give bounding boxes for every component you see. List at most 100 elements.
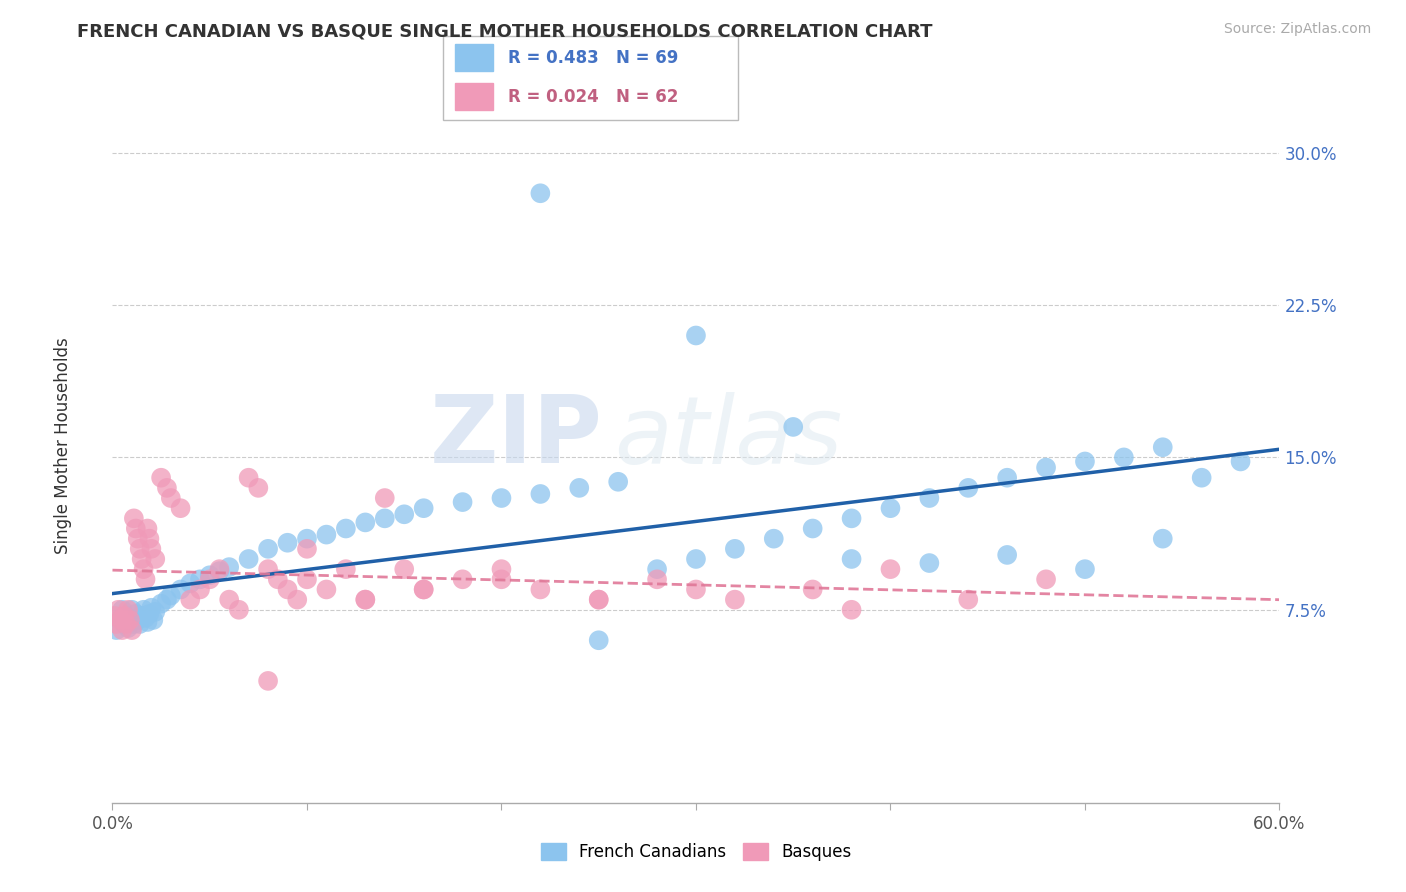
Point: [169, 582, 191, 597]
Point: [724, 541, 747, 556]
Point: [156, 481, 179, 495]
Point: [841, 511, 863, 525]
Point: [276, 535, 298, 549]
Point: [879, 562, 901, 576]
Point: [295, 572, 318, 586]
Point: [179, 592, 201, 607]
Point: [645, 562, 668, 576]
Point: [335, 521, 357, 535]
Text: FRENCH CANADIAN VS BASQUE SINGLE MOTHER HOUSEHOLDS CORRELATION CHART: FRENCH CANADIAN VS BASQUE SINGLE MOTHER …: [77, 22, 932, 40]
Point: [115, 617, 138, 632]
Point: [110, 613, 132, 627]
Point: [267, 572, 290, 586]
Text: Source: ZipAtlas.com: Source: ZipAtlas.com: [1223, 22, 1371, 37]
Point: [218, 592, 240, 607]
Point: [135, 572, 157, 586]
Point: [841, 552, 863, 566]
Point: [110, 613, 132, 627]
Point: [412, 582, 434, 597]
Text: R = 0.483   N = 69: R = 0.483 N = 69: [508, 49, 678, 67]
Point: [529, 186, 551, 201]
Point: [141, 600, 163, 615]
Point: [112, 617, 135, 632]
Point: [529, 582, 551, 597]
Point: [801, 521, 824, 535]
Point: [136, 615, 159, 629]
Point: [131, 552, 153, 566]
Point: [142, 613, 165, 627]
Point: [1035, 460, 1057, 475]
Point: [135, 611, 157, 625]
Point: [121, 603, 143, 617]
Point: [724, 592, 747, 607]
Point: [295, 532, 318, 546]
Point: [762, 532, 785, 546]
Point: [918, 556, 941, 570]
Point: [588, 592, 610, 607]
Point: [1074, 454, 1097, 468]
Point: [1112, 450, 1135, 465]
Point: [118, 613, 141, 627]
Point: [247, 481, 270, 495]
Point: [127, 532, 149, 546]
Point: [491, 572, 513, 586]
Point: [115, 608, 138, 623]
Point: [128, 541, 150, 556]
Text: atlas: atlas: [614, 392, 842, 483]
Point: [143, 552, 166, 566]
Point: [588, 592, 610, 607]
Point: [198, 572, 221, 586]
Point: [121, 623, 143, 637]
Point: [354, 516, 377, 530]
Point: [107, 603, 129, 617]
Point: [801, 582, 824, 597]
Point: [276, 582, 298, 597]
Point: [138, 532, 160, 546]
Point: [394, 508, 416, 522]
Point: [685, 328, 707, 343]
Point: [607, 475, 630, 489]
Point: [995, 471, 1018, 485]
Point: [1152, 532, 1174, 546]
Point: [117, 621, 139, 635]
Point: [105, 617, 128, 632]
Point: [841, 603, 863, 617]
Point: [1191, 471, 1213, 485]
Point: [1035, 572, 1057, 586]
Text: Single Mother Households: Single Mother Households: [55, 338, 72, 554]
Point: [491, 562, 513, 576]
Point: [238, 552, 260, 566]
Point: [1152, 440, 1174, 454]
Point: [354, 592, 377, 607]
Point: [111, 623, 134, 637]
Point: [315, 527, 337, 541]
Bar: [454, 83, 494, 111]
Point: [529, 487, 551, 501]
Point: [257, 541, 280, 556]
Point: [257, 562, 280, 576]
Point: [957, 592, 980, 607]
Point: [238, 471, 260, 485]
Point: [112, 608, 135, 623]
Point: [879, 501, 901, 516]
Point: [127, 613, 149, 627]
Point: [125, 607, 148, 621]
Point: [685, 582, 707, 597]
Point: [122, 617, 145, 632]
Point: [412, 501, 434, 516]
Point: [451, 495, 474, 509]
Point: [125, 521, 148, 535]
Point: [491, 491, 513, 505]
Point: [451, 572, 474, 586]
Point: [136, 521, 159, 535]
Point: [132, 603, 155, 617]
Point: [111, 603, 134, 617]
Point: [103, 608, 125, 623]
Point: [1074, 562, 1097, 576]
Point: [374, 491, 396, 505]
Point: [131, 608, 153, 623]
Point: [568, 481, 591, 495]
Point: [782, 420, 804, 434]
Point: [198, 568, 221, 582]
Bar: [454, 44, 494, 71]
